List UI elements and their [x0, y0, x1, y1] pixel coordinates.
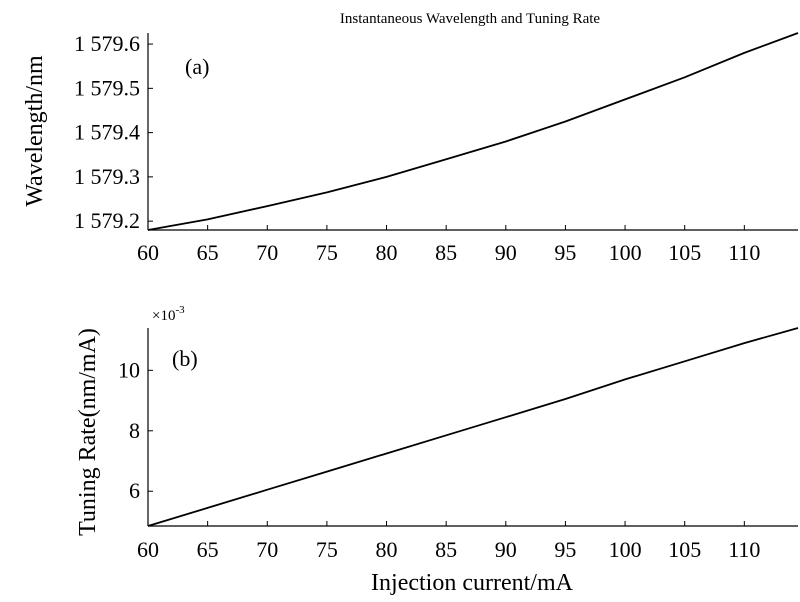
y-exponent-label: ×10-3 [152, 304, 185, 324]
x-tick-label: 70 [256, 537, 278, 562]
x-tick-label: 100 [609, 240, 642, 265]
y-tick-label: 6 [129, 478, 140, 503]
x-tick-label: 65 [197, 240, 219, 265]
x-tick-label: 90 [495, 240, 517, 265]
y-axis-label: Tuning Rate(nm/mA) [75, 328, 101, 536]
x-axis-label: Injection current/mA [371, 570, 574, 596]
x-tick-label: 75 [316, 240, 338, 265]
y-tick-label: 1 579.6 [74, 31, 140, 56]
x-tick-label: 95 [554, 240, 576, 265]
x-tick-label: 105 [668, 537, 701, 562]
x-tick-label: 80 [376, 240, 398, 265]
panel-label: (b) [172, 346, 198, 371]
chart-title: Instantaneous Wavelength and Tuning Rate [340, 11, 600, 27]
x-tick-label: 105 [668, 240, 701, 265]
panel-b: 60 65 70 75 80 85 90 95 100 105 110 6 8 10 (b) Tuning R… [75, 304, 799, 562]
x-tick-label: 60 [137, 537, 159, 562]
x-tick-label: 95 [554, 537, 576, 562]
y-tick-label: 10 [118, 357, 140, 382]
x-tick-label: 100 [609, 537, 642, 562]
y-tick-label: 1 579.2 [74, 208, 140, 233]
x-tick-label: 70 [256, 240, 278, 265]
y-axis-label: Wavelength/nm [22, 55, 48, 207]
x-tick-label: 110 [728, 537, 760, 562]
x-tick-label: 90 [495, 537, 517, 562]
y-tick-label: 1 579.5 [74, 75, 140, 100]
y-tick-label: 8 [129, 418, 140, 443]
x-tick-label: 85 [435, 240, 457, 265]
y-tick-label: 1 579.3 [74, 164, 140, 189]
x-tick-label: 85 [435, 537, 457, 562]
x-tick-label: 60 [137, 240, 159, 265]
x-tick-label: 75 [316, 537, 338, 562]
x-tick-label: 110 [728, 240, 760, 265]
panel-label: (a) [185, 54, 209, 79]
panel-a: 60 65 70 75 80 85 90 95 100 105 110 1 579.2 1 579.3 1… [22, 31, 799, 265]
x-tick-label: 80 [376, 537, 398, 562]
x-tick-label: 65 [197, 537, 219, 562]
series-line [147, 32, 799, 231]
series-line [147, 327, 799, 527]
y-tick-label: 1 579.4 [74, 120, 140, 145]
y-exponent-power: -3 [175, 304, 185, 316]
